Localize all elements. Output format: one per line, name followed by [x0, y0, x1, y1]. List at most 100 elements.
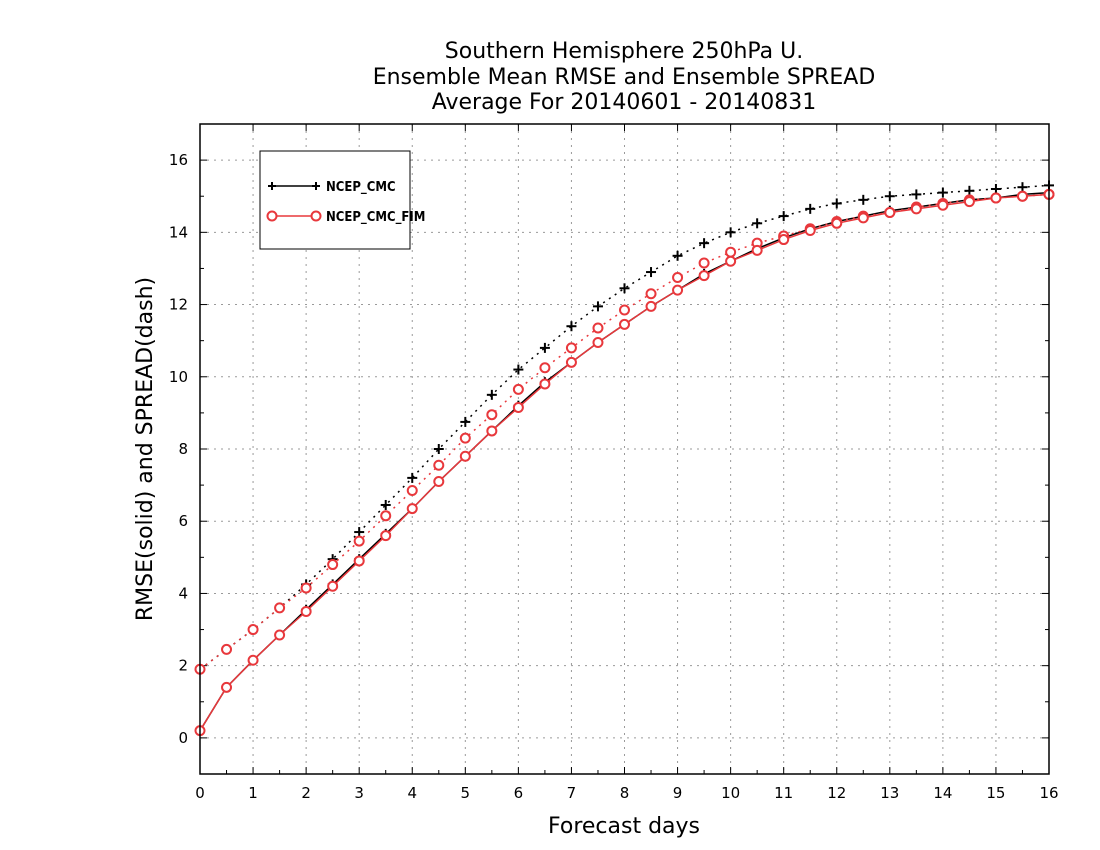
point-ncep-cmc-fim-spread-20 [725, 246, 737, 258]
point-ncep-cmc-fim-spread-18 [672, 271, 684, 283]
legend-marker-circle [266, 210, 322, 222]
point-ncep-cmc-spread-28 [937, 187, 948, 198]
point-ncep-cmc-spread-14 [566, 321, 577, 332]
x-tick-label-11: 11 [774, 784, 793, 802]
x-tick-label-3: 3 [354, 784, 364, 802]
point-ncep-cmc-fim-rmse-6 [353, 555, 365, 567]
point-ncep-cmc-fim-rmse-15 [592, 336, 604, 348]
point-ncep-cmc-fim-rmse-17 [645, 300, 657, 312]
series-layer [194, 180, 1055, 737]
y-tick-label-7: 14 [169, 223, 188, 241]
point-ncep-cmc-fim-spread-2 [247, 624, 259, 636]
point-ncep-cmc-fim-rmse-26 [884, 206, 896, 218]
point-ncep-cmc-fim-spread-12 [512, 383, 524, 395]
x-tick-label-4: 4 [407, 784, 417, 802]
point-ncep-cmc-spread-23 [805, 203, 816, 214]
point-ncep-cmc-fim-rmse-27 [910, 203, 922, 215]
point-ncep-cmc-fim-rmse-16 [619, 318, 630, 330]
point-ncep-cmc-fim-spread-13 [539, 362, 551, 374]
legend-label-ncep-cmc-fim: NCEP_CMC_FIM [326, 210, 425, 225]
point-ncep-cmc-fim-rmse-22 [778, 234, 790, 246]
x-tick-label-1: 1 [248, 784, 258, 802]
point-ncep-cmc-fim-rmse-28 [937, 199, 949, 211]
x-tick-label-10: 10 [721, 784, 740, 802]
point-ncep-cmc-spread-29 [964, 185, 975, 196]
point-ncep-cmc-spread-22 [778, 211, 789, 222]
point-ncep-cmc-spread-7 [380, 499, 391, 510]
legend-box [259, 150, 411, 250]
y-tick-label-3: 6 [178, 512, 188, 530]
point-ncep-cmc-fim-rmse-14 [565, 356, 577, 368]
point-ncep-cmc-fim-rmse-29 [963, 196, 975, 208]
point-ncep-cmc-spread-21 [752, 218, 763, 229]
point-ncep-cmc-spread-11 [486, 389, 497, 400]
point-ncep-cmc-fim-rmse-18 [672, 284, 684, 296]
x-tick-label-14: 14 [933, 784, 952, 802]
point-ncep-cmc-fim-rmse-31 [1016, 190, 1028, 202]
point-ncep-cmc-spread-15 [592, 301, 603, 312]
legend-label-ncep-cmc: NCEP_CMC [326, 180, 396, 195]
point-ncep-cmc-fim-rmse-20 [725, 255, 737, 267]
point-ncep-cmc-fim-rmse-4 [300, 606, 312, 617]
point-ncep-cmc-fim-spread-14 [565, 342, 577, 354]
point-ncep-cmc-fim-rmse-3 [274, 629, 286, 641]
plot-frame [199, 123, 1050, 775]
y-tick-label-4: 8 [178, 440, 188, 458]
y-tick-label-8: 16 [169, 151, 188, 169]
point-ncep-cmc-fim-spread-19 [698, 257, 710, 269]
point-ncep-cmc-spread-19 [699, 238, 710, 249]
point-ncep-cmc-fim-rmse-9 [433, 476, 445, 487]
x-tick-label-7: 7 [567, 784, 577, 802]
point-ncep-cmc-fim-spread-4 [300, 582, 312, 594]
point-ncep-cmc-fim-rmse-10 [459, 450, 471, 462]
x-tick-label-6: 6 [514, 784, 524, 802]
point-ncep-cmc-fim-rmse-8 [406, 503, 418, 515]
chart-title-line-1: Southern Hemisphere 250hPa U. [445, 39, 803, 64]
point-ncep-cmc-spread-20 [725, 227, 736, 238]
y-tick-label-6: 12 [169, 296, 188, 314]
point-ncep-cmc-fim-rmse-24 [831, 217, 843, 229]
point-ncep-cmc-fim-spread-6 [353, 535, 365, 547]
point-ncep-cmc-fim-rmse-25 [857, 212, 869, 224]
point-ncep-cmc-fim-rmse-21 [751, 244, 763, 256]
point-ncep-cmc-spread-8 [407, 472, 418, 483]
y-tick-label-5: 10 [169, 368, 188, 386]
point-ncep-cmc-spread-9 [433, 444, 444, 454]
point-ncep-cmc-spread-25 [858, 194, 869, 205]
x-tick-label-16: 16 [1039, 784, 1058, 802]
chart-title-line-2: Ensemble Mean RMSE and Ensemble SPREAD [373, 65, 876, 90]
point-ncep-cmc-fim-spread-1 [221, 643, 233, 655]
point-ncep-cmc-spread-12 [513, 364, 524, 375]
point-ncep-cmc-spread-17 [646, 267, 657, 278]
point-ncep-cmc-fim-rmse-23 [804, 225, 816, 237]
point-ncep-cmc-spread-16 [619, 283, 630, 294]
point-ncep-cmc-spread-10 [460, 416, 471, 427]
chart-title-line-3: Average For 20140601 - 20140831 [432, 90, 817, 115]
point-ncep-cmc-fim-rmse-11 [486, 425, 498, 437]
point-ncep-cmc-fim-spread-3 [274, 602, 286, 614]
x-tick-label-5: 5 [461, 784, 471, 802]
point-ncep-cmc-fim-spread-5 [327, 559, 339, 571]
point-ncep-cmc-fim-rmse-12 [512, 401, 524, 413]
point-ncep-cmc-fim-rmse-2 [247, 654, 259, 666]
point-ncep-cmc-fim-rmse-30 [990, 192, 1002, 204]
x-tick-label-8: 8 [620, 784, 630, 802]
point-ncep-cmc-fim-spread-15 [592, 322, 604, 334]
x-axis-label: Forecast days [548, 814, 700, 839]
point-ncep-cmc-fim-rmse-19 [698, 270, 710, 282]
legend-marker-plus [268, 182, 320, 190]
y-tick-label-0: 0 [178, 729, 188, 747]
point-ncep-cmc-fim-rmse-7 [380, 530, 392, 542]
point-ncep-cmc-fim-rmse-5 [327, 580, 339, 592]
x-tick-label-9: 9 [673, 784, 683, 802]
legend: NCEP_CMC NCEP_CMC_FIM [259, 150, 425, 250]
point-ncep-cmc-spread-13 [539, 342, 550, 353]
y-axis-label: RMSE(solid) and SPREAD(dash) [133, 277, 158, 621]
y-tick-label-1: 2 [178, 657, 188, 675]
point-ncep-cmc-spread-6 [354, 527, 365, 538]
point-ncep-cmc-spread-27 [911, 189, 922, 200]
point-ncep-cmc-spread-30 [990, 184, 1001, 194]
point-ncep-cmc-fim-rmse-1 [221, 681, 233, 693]
